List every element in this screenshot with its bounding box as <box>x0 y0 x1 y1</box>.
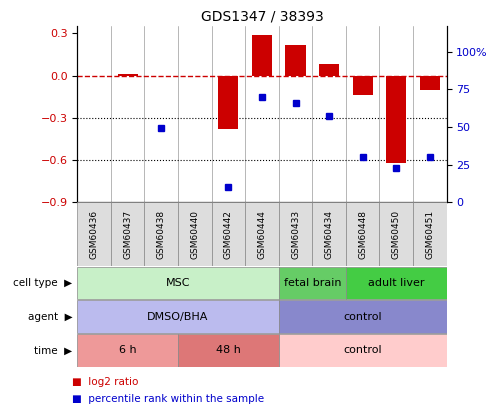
Text: control: control <box>343 345 382 355</box>
Text: fetal brain: fetal brain <box>283 278 341 288</box>
Text: cell type  ▶: cell type ▶ <box>13 278 72 288</box>
FancyBboxPatch shape <box>279 301 447 333</box>
FancyBboxPatch shape <box>77 267 279 299</box>
Bar <box>219 76 239 129</box>
FancyBboxPatch shape <box>111 202 145 266</box>
Title: GDS1347 / 38393: GDS1347 / 38393 <box>201 10 323 24</box>
FancyBboxPatch shape <box>77 301 279 333</box>
Text: GSM60450: GSM60450 <box>392 210 401 259</box>
Text: GSM60433: GSM60433 <box>291 210 300 259</box>
FancyBboxPatch shape <box>279 202 312 266</box>
FancyBboxPatch shape <box>413 202 447 266</box>
FancyBboxPatch shape <box>279 334 447 367</box>
Text: MSC: MSC <box>166 278 190 288</box>
FancyBboxPatch shape <box>245 202 279 266</box>
FancyBboxPatch shape <box>77 202 111 266</box>
Text: 6 h: 6 h <box>119 345 137 355</box>
Text: GSM60442: GSM60442 <box>224 210 233 259</box>
Text: GSM60448: GSM60448 <box>358 210 367 259</box>
FancyBboxPatch shape <box>346 202 379 266</box>
Bar <box>386 76 406 163</box>
Bar <box>319 64 339 76</box>
Bar <box>118 74 138 76</box>
FancyBboxPatch shape <box>279 267 346 299</box>
FancyBboxPatch shape <box>77 334 178 367</box>
Bar <box>285 45 305 76</box>
Text: GSM60444: GSM60444 <box>257 210 266 259</box>
Text: 48 h: 48 h <box>216 345 241 355</box>
Text: adult liver: adult liver <box>368 278 425 288</box>
FancyBboxPatch shape <box>346 267 447 299</box>
Text: GSM60437: GSM60437 <box>123 210 132 259</box>
FancyBboxPatch shape <box>178 334 279 367</box>
FancyBboxPatch shape <box>312 202 346 266</box>
Text: GSM60440: GSM60440 <box>190 210 199 259</box>
FancyBboxPatch shape <box>379 202 413 266</box>
Text: time  ▶: time ▶ <box>34 345 72 355</box>
Text: ■  percentile rank within the sample: ■ percentile rank within the sample <box>72 394 264 403</box>
Text: agent  ▶: agent ▶ <box>28 312 72 322</box>
Bar <box>252 35 272 76</box>
Text: GSM60451: GSM60451 <box>425 210 434 259</box>
Text: DMSO/BHA: DMSO/BHA <box>147 312 209 322</box>
Text: GSM60438: GSM60438 <box>157 210 166 259</box>
FancyBboxPatch shape <box>212 202 245 266</box>
Text: GSM60436: GSM60436 <box>90 210 99 259</box>
Text: ■  log2 ratio: ■ log2 ratio <box>72 377 139 387</box>
FancyBboxPatch shape <box>178 202 212 266</box>
Bar <box>420 76 440 90</box>
Bar <box>353 76 373 95</box>
Text: GSM60434: GSM60434 <box>325 210 334 259</box>
FancyBboxPatch shape <box>145 202 178 266</box>
Text: control: control <box>343 312 382 322</box>
